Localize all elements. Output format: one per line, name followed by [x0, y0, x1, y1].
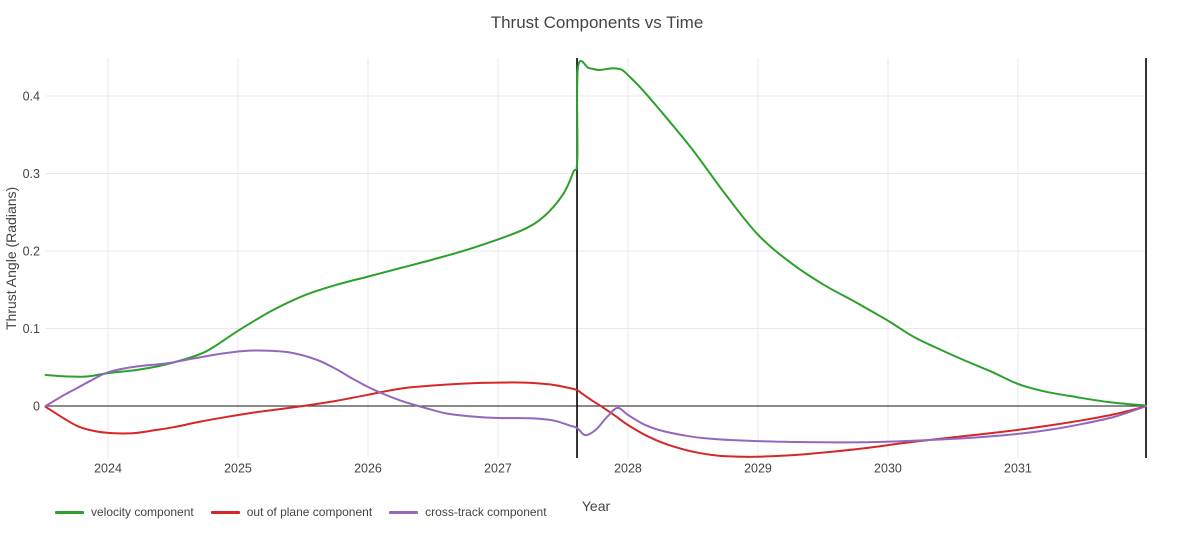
- legend-swatch-icon: [210, 510, 240, 514]
- y-tick-label: 0.3: [23, 167, 40, 181]
- x-tick-label: 2031: [1004, 462, 1032, 476]
- legend-item-velocity-component[interactable]: velocity component: [55, 505, 194, 519]
- legend-item-cross-track-component[interactable]: cross-track component: [389, 505, 547, 519]
- legend-item-out-of-plane-component[interactable]: out of plane component: [210, 505, 373, 519]
- chart-title: Thrust Components vs Time: [490, 13, 704, 32]
- legend-label: velocity component: [91, 505, 194, 519]
- x-tick-label: 2028: [614, 462, 642, 476]
- legend-label: out of plane component: [246, 505, 373, 519]
- series-line-velocity-component: [44, 59, 1147, 407]
- x-tick-label: 2025: [224, 462, 252, 476]
- legend-swatch-icon: [389, 510, 419, 514]
- series-line-cross-track-component: [44, 349, 1147, 444]
- x-tick-label: 2024: [94, 462, 122, 476]
- x-tick-label: 2027: [484, 462, 512, 476]
- y-tick-label: 0.4: [23, 89, 40, 103]
- x-tick-label: 2026: [354, 462, 382, 476]
- legend-swatch-icon: [55, 510, 84, 514]
- legend-label: cross-track component: [425, 505, 547, 519]
- legend: velocity component out of plane component…: [55, 505, 547, 519]
- y-axis-title: Thrust Angle (Radians): [3, 186, 19, 330]
- x-tick-label: 2030: [874, 462, 902, 476]
- y-tick-label: 0: [33, 399, 40, 413]
- y-tick-label: 0.2: [23, 244, 40, 258]
- y-tick-label: 0.1: [23, 322, 40, 336]
- x-tick-label: 2029: [744, 462, 772, 476]
- x-axis-title: Year: [581, 498, 611, 514]
- series-line-out-of-plane-component: [44, 381, 1147, 458]
